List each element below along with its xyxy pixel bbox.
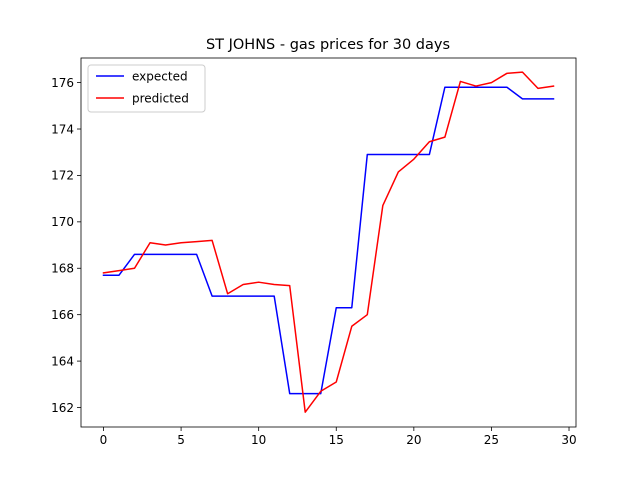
x-tick-label-30: 30 [561,433,576,447]
axes-frame [80,57,577,428]
y-tick-label-176: 176 [51,76,74,90]
y-tick-label-162: 162 [51,401,74,415]
x-tick-label-0: 0 [100,433,108,447]
y-tick-label-164: 164 [51,354,74,368]
y-tick-label-170: 170 [51,215,74,229]
x-tick-label-10: 10 [251,433,266,447]
series-line-expected [102,86,555,395]
x-tick-label-15: 15 [329,433,344,447]
legend-label-predicted: predicted [132,91,189,105]
y-tick-label-166: 166 [51,308,74,322]
y-tick-label-172: 172 [51,169,74,183]
series-line-predicted [102,71,555,413]
x-tick-label-20: 20 [406,433,421,447]
x-tick-label-25: 25 [484,433,499,447]
x-tick-label-5: 5 [177,433,185,447]
y-tick-label-174: 174 [51,122,74,136]
chart-title: ST JOHNS - gas prices for 30 days [206,37,450,53]
y-tick-label-168: 168 [51,262,74,276]
legend-label-expected: expected [132,69,188,83]
plot-area: 0 5 10 15 20 25 30 162 164 166 168 170 172 174 176 expe… [51,57,577,447]
